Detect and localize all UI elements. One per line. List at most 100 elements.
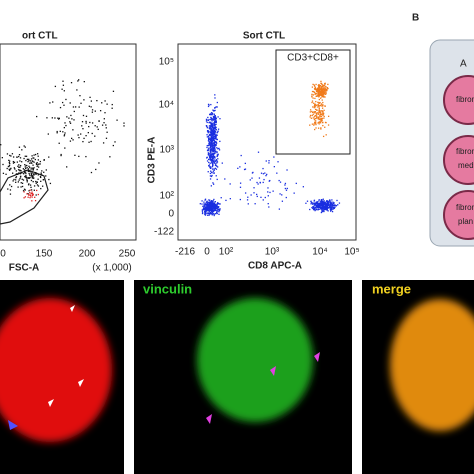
event-dot	[210, 201, 212, 204]
event-dot	[36, 181, 38, 183]
event-dot	[313, 118, 316, 121]
event-dot	[213, 213, 215, 215]
x-tick-label: 150	[36, 249, 53, 260]
event-dot	[210, 145, 212, 148]
event-dot	[6, 167, 8, 170]
event-dot	[250, 194, 252, 196]
event-dot	[211, 211, 213, 214]
event-dot	[315, 90, 318, 93]
event-dot	[321, 105, 323, 107]
event-dot	[324, 201, 326, 203]
event-dot	[316, 116, 318, 118]
event-dot	[322, 202, 324, 205]
event-dot	[211, 207, 213, 209]
event-dot	[310, 200, 312, 202]
event-dot	[205, 204, 207, 206]
left-plot: ort CTL 0 150 200 250 FSC-A (x 1,000)	[0, 31, 137, 274]
event-dot	[21, 149, 23, 151]
event-dot	[316, 109, 318, 111]
event-dot	[201, 203, 203, 205]
event-dot	[319, 208, 321, 210]
event-dot	[311, 123, 314, 125]
event-dot	[323, 87, 325, 89]
event-dot	[212, 209, 214, 211]
event-dot	[281, 200, 284, 202]
event-dot	[330, 203, 332, 205]
event-dot	[209, 166, 211, 168]
event-dot	[328, 200, 330, 203]
well	[443, 135, 474, 185]
event-dot	[323, 93, 326, 95]
event-dot	[8, 159, 10, 162]
event-dot	[23, 169, 25, 171]
event-dot	[24, 164, 26, 166]
well-label: fibron	[456, 147, 474, 156]
event-dot	[260, 172, 263, 174]
event-dot	[319, 93, 321, 95]
event-dot	[311, 110, 313, 113]
event-dot	[327, 87, 329, 90]
event-dot	[213, 144, 215, 146]
x-tick-label: 10²	[219, 247, 234, 258]
event-dot	[315, 89, 318, 91]
event-dot	[321, 99, 323, 101]
event-dot	[211, 134, 214, 136]
event-dot	[206, 160, 209, 162]
event-dot	[326, 206, 329, 208]
event-dot	[33, 173, 35, 175]
event-dot	[326, 204, 329, 206]
event-dot	[324, 91, 326, 94]
event-dot	[35, 173, 37, 175]
event-dot	[216, 132, 218, 134]
event-dot	[26, 177, 28, 179]
event-dot	[322, 210, 324, 213]
event-dot	[206, 130, 209, 132]
event-dot	[19, 166, 21, 168]
event-dot	[29, 196, 31, 199]
event-dot	[78, 155, 80, 158]
event-dot	[210, 129, 212, 131]
event-dot	[328, 207, 330, 209]
event-dot	[211, 159, 213, 161]
event-dot	[212, 118, 214, 120]
event-dot	[209, 208, 212, 211]
event-dot	[61, 101, 64, 104]
event-dot	[317, 106, 319, 108]
event-dot	[112, 90, 115, 92]
event-dot	[30, 195, 32, 197]
event-dot	[318, 88, 320, 90]
event-dot	[37, 159, 39, 161]
event-dot	[312, 113, 314, 116]
event-dot	[15, 170, 17, 172]
event-dot	[265, 174, 267, 177]
event-dot	[211, 125, 213, 127]
event-dot	[32, 176, 34, 178]
event-dot	[218, 147, 220, 150]
event-dot	[311, 101, 313, 104]
event-dot	[212, 115, 215, 118]
event-dot	[326, 86, 328, 89]
event-dot	[95, 168, 97, 171]
event-dot	[319, 94, 321, 96]
event-dot	[321, 96, 323, 98]
event-dot	[324, 208, 327, 211]
event-dot	[40, 180, 42, 182]
event-dot	[214, 123, 216, 126]
event-dot	[319, 101, 321, 104]
event-dot	[322, 112, 324, 115]
event-dot	[214, 115, 216, 117]
plot-title: Sort CTL	[243, 31, 285, 42]
event-dot	[320, 93, 323, 95]
event-dot	[30, 192, 32, 195]
event-dot	[19, 164, 22, 167]
event-dot	[209, 213, 212, 215]
event-dot	[317, 84, 320, 87]
event-dot	[25, 167, 27, 170]
event-dot	[315, 204, 317, 207]
event-dot	[205, 205, 207, 207]
event-dot	[285, 189, 288, 191]
event-dot	[311, 95, 313, 97]
event-dot	[72, 129, 74, 131]
event-dot	[323, 208, 325, 210]
event-dot	[40, 173, 42, 175]
